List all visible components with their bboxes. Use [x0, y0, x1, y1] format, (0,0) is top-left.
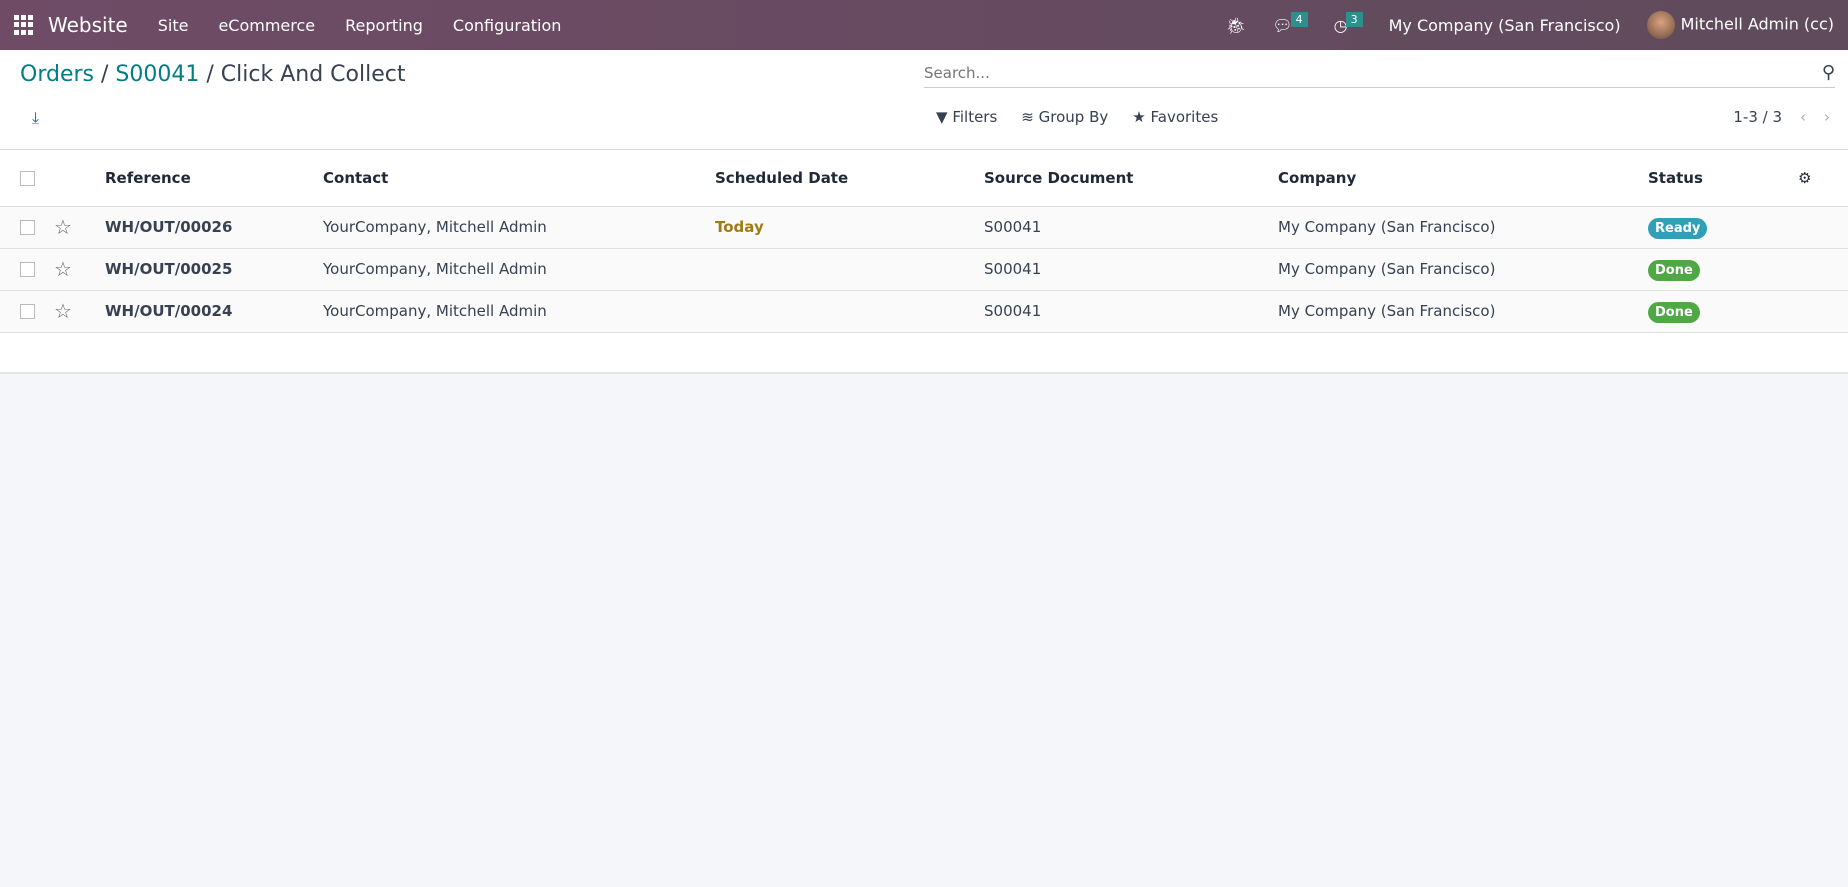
status-badge: Done — [1648, 260, 1700, 281]
activities-button[interactable]: ◷ 3 — [1333, 11, 1363, 35]
breadcrumb-separator: / — [206, 62, 214, 87]
col-source-document[interactable]: Source Document — [984, 150, 1278, 207]
chevron-right-icon[interactable]: › — [1824, 108, 1830, 126]
messages-count: 4 — [1290, 11, 1308, 27]
menu-reporting[interactable]: Reporting — [345, 15, 423, 35]
contact: YourCompany, Mitchell Admin — [323, 248, 715, 291]
status-badge: Done — [1648, 302, 1700, 323]
star-icon[interactable]: ☆ — [54, 257, 72, 281]
favorites-button[interactable]: ★ Favorites — [1132, 108, 1218, 126]
row-checkbox[interactable] — [20, 262, 35, 277]
filter-icon: ▼ — [936, 108, 948, 126]
col-contact[interactable]: Contact — [323, 150, 715, 207]
star-icon[interactable]: ☆ — [54, 299, 72, 323]
activities-count: 3 — [1345, 11, 1363, 27]
clock-icon: ◷ — [1333, 15, 1348, 35]
breadcrumb-orders[interactable]: Orders — [20, 62, 94, 87]
table-header: Reference Contact Scheduled Date Source … — [0, 150, 1848, 207]
app-brand[interactable]: Website — [48, 13, 128, 37]
col-status[interactable]: Status — [1648, 150, 1798, 207]
filters-button[interactable]: ▼ Filters — [936, 108, 997, 126]
source-document: S00041 — [984, 206, 1278, 249]
scheduled-date — [715, 248, 984, 291]
favorites-label: Favorites — [1150, 108, 1219, 126]
row-checkbox[interactable] — [20, 220, 35, 235]
menu-ecommerce[interactable]: eCommerce — [218, 15, 316, 35]
user-menu[interactable]: Mitchell Admin (cc) — [1646, 11, 1834, 39]
app-grid-icon[interactable] — [14, 15, 34, 35]
bug-icon[interactable]: 🐞︎ — [1226, 15, 1247, 35]
chat-icon: 💬︎ — [1272, 15, 1293, 35]
control-panel: Orders / S00041 / Click And Collect ⤓ ⚲ … — [0, 50, 1848, 150]
status-badge: Ready — [1648, 218, 1708, 239]
source-document: S00041 — [984, 248, 1278, 291]
col-reference[interactable]: Reference — [105, 150, 323, 207]
list-view: Reference Contact Scheduled Date Source … — [0, 150, 1848, 374]
navbar: Website Site eCommerce Reporting Configu… — [0, 0, 1848, 50]
user-name: Mitchell Admin (cc) — [1680, 14, 1834, 34]
filters-label: Filters — [952, 108, 998, 126]
group-by-label: Group By — [1038, 108, 1109, 126]
company: My Company (San Francisco) — [1278, 290, 1648, 333]
col-company[interactable]: Company — [1278, 150, 1648, 207]
messages-button[interactable]: 💬︎ 4 — [1272, 11, 1308, 35]
breadcrumb-separator: / — [100, 62, 109, 87]
layers-icon: ≋ — [1021, 108, 1034, 126]
breadcrumb: Orders / S00041 / Click And Collect — [20, 62, 405, 87]
company-switcher[interactable]: My Company (San Francisco) — [1388, 15, 1621, 35]
search-icon[interactable]: ⚲ — [1821, 62, 1835, 83]
menu-site[interactable]: Site — [157, 15, 189, 35]
page-title: Click And Collect — [220, 62, 406, 87]
col-scheduled-date[interactable]: Scheduled Date — [715, 150, 984, 207]
company: My Company (San Francisco) — [1278, 206, 1648, 249]
scheduled-date — [715, 290, 984, 333]
group-by-button[interactable]: ≋ Group By — [1021, 108, 1108, 126]
star-icon: ★ — [1132, 108, 1146, 126]
star-icon[interactable]: ☆ — [54, 215, 72, 239]
search-bar: ⚲ — [924, 58, 1835, 88]
company: My Company (San Francisco) — [1278, 248, 1648, 291]
contact: YourCompany, Mitchell Admin — [323, 206, 715, 249]
pager-value[interactable]: 1-3 / 3 — [1733, 108, 1782, 126]
select-all-checkbox[interactable] — [20, 170, 35, 186]
download-icon[interactable]: ⤓ — [32, 108, 40, 127]
table-row[interactable]: ☆ WH/OUT/00024 YourCompany, Mitchell Adm… — [0, 290, 1848, 333]
row-checkbox[interactable] — [20, 304, 35, 319]
reference: WH/OUT/00024 — [105, 290, 323, 333]
reference: WH/OUT/00025 — [105, 248, 323, 291]
search-input[interactable] — [924, 63, 1724, 82]
scheduled-date: Today — [715, 206, 984, 249]
breadcrumb-order[interactable]: S00041 — [115, 62, 200, 87]
menu-configuration[interactable]: Configuration — [452, 15, 562, 35]
table-row[interactable]: ☆ WH/OUT/00025 YourCompany, Mitchell Adm… — [0, 248, 1848, 291]
reference: WH/OUT/00026 — [105, 206, 323, 249]
source-document: S00041 — [984, 290, 1278, 333]
contact: YourCompany, Mitchell Admin — [323, 290, 715, 333]
avatar — [1646, 11, 1675, 39]
column-settings-icon[interactable]: ⚙︎ — [1798, 168, 1812, 187]
chevron-left-icon[interactable]: ‹ — [1800, 108, 1806, 126]
table-row[interactable]: ☆ WH/OUT/00026 YourCompany, Mitchell Adm… — [0, 206, 1848, 249]
